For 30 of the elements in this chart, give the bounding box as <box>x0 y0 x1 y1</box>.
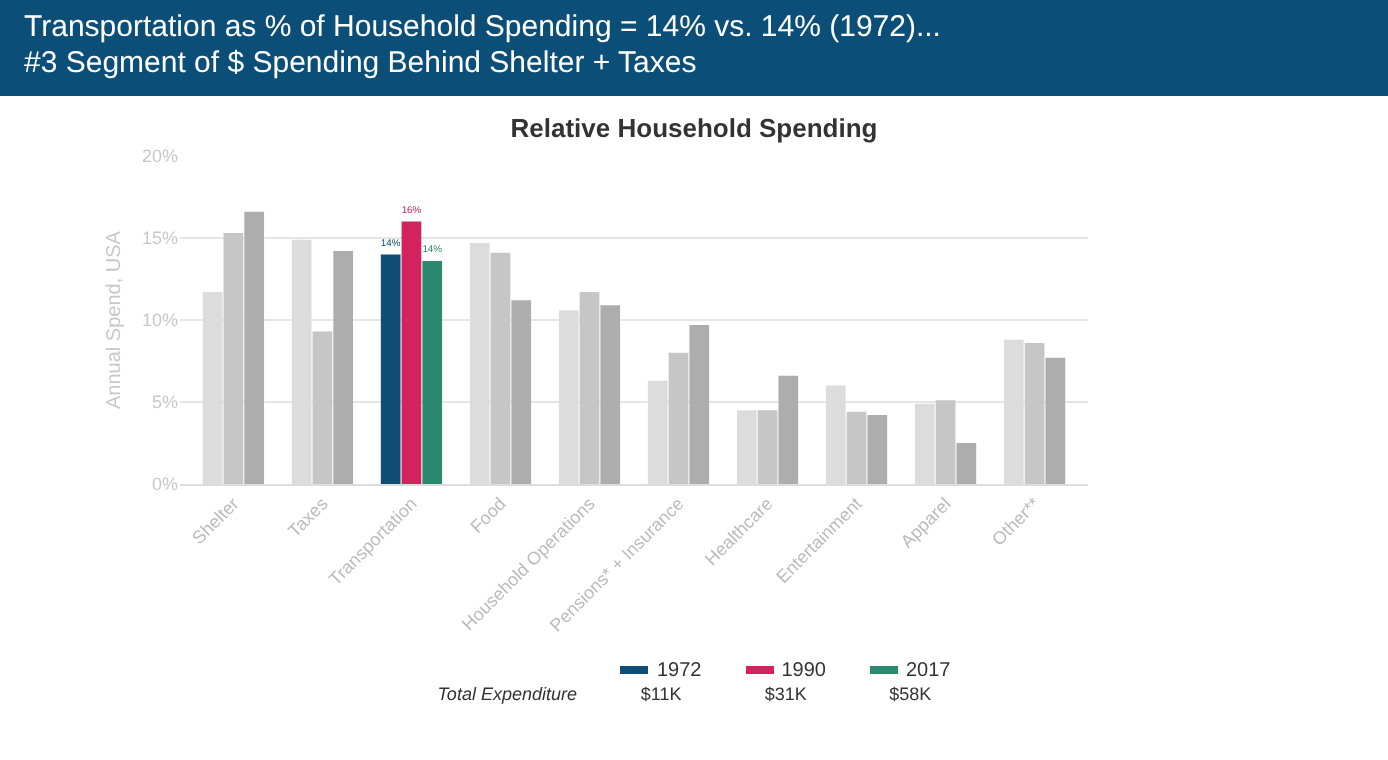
bar <box>689 324 710 484</box>
text: Total Expenditure <box>437 684 577 704</box>
bar <box>422 260 443 484</box>
bar <box>1024 342 1045 484</box>
bar <box>380 254 401 484</box>
text: $31K <box>762 684 809 704</box>
bar <box>935 400 956 484</box>
legend-label: 1990 <box>779 660 826 682</box>
bar <box>1045 357 1066 484</box>
chart-subtitle: Relative Household Spending <box>510 112 878 143</box>
bar <box>223 233 244 484</box>
bar <box>244 211 265 484</box>
bar <box>511 300 532 484</box>
legend-label: 2017 <box>903 660 951 682</box>
bar <box>312 331 333 484</box>
bar <box>867 415 888 484</box>
bar <box>956 443 977 484</box>
bar <box>668 352 689 484</box>
bar <box>778 375 799 484</box>
bar <box>401 221 422 484</box>
text: $58K <box>887 684 934 704</box>
bar <box>579 292 600 484</box>
bar <box>333 251 354 484</box>
chart-title: Transportation as % of Household Spending = 14% vs. 14% (1972)... #3 Segment of $ Spending Behind Shelter + Taxes <box>0 0 1388 96</box>
bar <box>757 410 778 484</box>
bar <box>490 252 511 484</box>
legend-label: 1972 <box>654 660 702 682</box>
bar <box>600 305 621 484</box>
bar <box>846 411 867 484</box>
text: $11K <box>638 684 684 704</box>
